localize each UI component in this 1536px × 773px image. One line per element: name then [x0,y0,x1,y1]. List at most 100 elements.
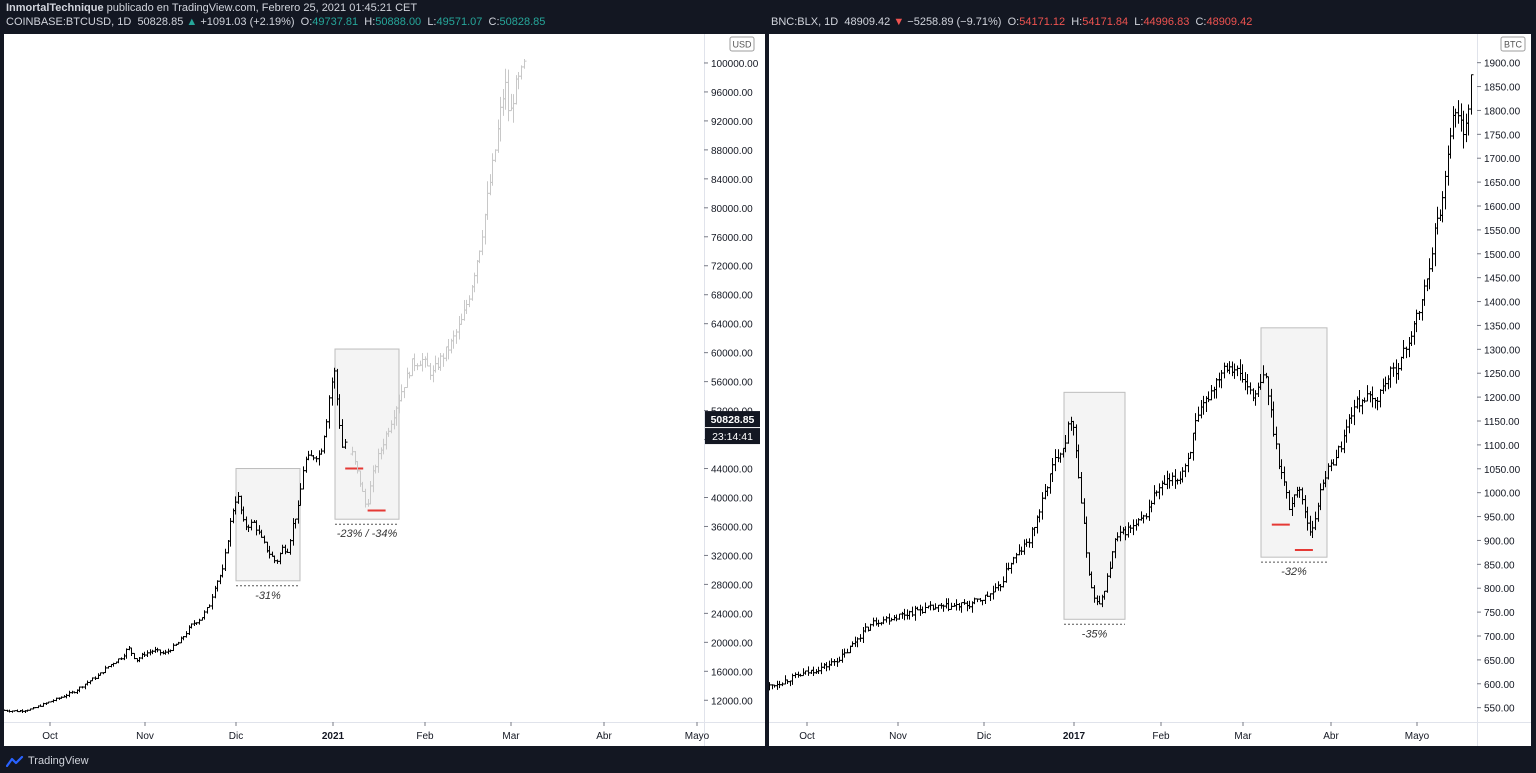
time-axis-label: Feb [416,731,434,742]
price-axis-label: 80000.00 [711,204,753,215]
left-close: 50828.85 [499,16,546,28]
price-axis-label: 750.00 [1484,608,1515,619]
price-axis-label: 16000.00 [711,667,753,678]
chart-background [769,34,1531,746]
countdown-label: 23:14:41 [712,431,753,443]
price-axis-label: 700.00 [1484,632,1515,643]
price-axis-label: 800.00 [1484,584,1515,595]
price-axis-label: 1150.00 [1484,417,1520,428]
drawdown-box[interactable] [1260,327,1328,558]
left-low-label: L: [427,16,437,28]
right-high-label: H: [1071,16,1083,28]
left-quote-line: COINBASE:BTCUSD, 1D 50828.85 ▲ +1091.03 … [6,16,545,28]
left-change: +1091.03 (+2.19%) [200,16,295,28]
price-axis-label: 1350.00 [1484,321,1521,332]
blx-chart[interactable]: -35% -32% 550.00 600.00 650.00 700.00 750.00 80… [769,34,1531,746]
left-open-label: O: [300,16,313,28]
time-axis-label: Mayo [685,731,710,742]
author-name[interactable]: InmortalTechnique [6,2,104,14]
time-axis-label: 2017 [1063,731,1086,742]
price-axis-label: 92000.00 [711,117,753,128]
footer-bar: TradingView [0,750,1536,773]
time-axis-label: Dic [229,731,243,742]
price-axis-label: 56000.00 [711,378,753,389]
price-axis-label: 1800.00 [1484,106,1521,117]
blx-chart-panel[interactable]: -35% -32% 550.00 600.00 650.00 700.00 750.00 80… [769,34,1531,746]
price-axis-label: 100000.00 [711,59,759,70]
right-close: 48909.42 [1206,16,1253,28]
price-axis-label: 600.00 [1484,680,1515,691]
publish-line: publicado en TradingView.com, Febrero 25… [106,2,418,14]
price-axis-label: 1100.00 [1484,441,1520,452]
left-high-label: H: [364,16,376,28]
price-axis-label: 1450.00 [1484,274,1521,285]
price-axis-label: 84000.00 [711,175,753,186]
btcusd-chart[interactable]: -31% -23% / -34% 12000.00 16000.00 20000.00 2… [4,34,765,746]
last-price-label: 50828.85 [711,414,755,426]
price-axis-label: 1850.00 [1484,83,1521,94]
price-axis-label: 28000.00 [711,580,753,591]
price-axis-label: 32000.00 [711,551,753,562]
price-axis-label: 72000.00 [711,262,753,273]
price-axis-label: 60000.00 [711,349,753,360]
currency-unit-badge[interactable] [1500,36,1526,52]
currency-unit-label: BTC [1504,40,1523,50]
currency-unit-badge[interactable] [729,36,755,52]
price-axis-label: 850.00 [1484,560,1515,571]
left-open: 49737.81 [312,16,359,28]
price-axis-label: 950.00 [1484,513,1515,524]
tradingview-brand[interactable]: TradingView [6,755,89,767]
price-axis-label: 1200.00 [1484,393,1521,404]
btcusd-chart-panel[interactable]: -31% -23% / -34% 12000.00 16000.00 20000.00 2… [4,34,765,746]
right-symbol[interactable]: BNC:BLX, 1D [771,16,839,28]
drawdown-box[interactable] [334,348,400,520]
price-axis-label: 1650.00 [1484,178,1521,189]
tradingview-logo-icon [6,755,24,767]
right-last-price: 48909.42 [844,16,891,28]
price-axis-label: 40000.00 [711,493,753,504]
price-axis-label: 24000.00 [711,609,753,620]
price-axis-label: 1250.00 [1484,369,1521,380]
drawdown-box[interactable] [1063,391,1126,620]
publish-info: InmortalTechnique publicado en TradingVi… [6,2,417,14]
time-axis-label: Mar [1234,731,1252,742]
price-axis-label: 12000.00 [711,696,753,707]
drawdown-label: -35% [1082,628,1108,640]
price-axis-label: 44000.00 [711,465,753,476]
time-axis-label: Nov [889,731,907,742]
time-axis-label: Oct [42,731,58,742]
right-quote-line: BNC:BLX, 1D 48909.42 ▼ −5258.89 (−9.71%)… [771,16,1252,28]
price-axis-label: 1550.00 [1484,226,1521,237]
drawdown-label: -32% [1281,566,1307,578]
left-last-price: 50828.85 [137,16,184,28]
price-axis-label: 64000.00 [711,320,753,331]
price-axis-label: 1050.00 [1484,465,1521,476]
left-symbol[interactable]: COINBASE:BTCUSD, 1D [6,16,132,28]
price-axis-label: 1000.00 [1484,489,1521,500]
drawdown-box[interactable] [235,468,301,582]
right-high: 54171.84 [1082,16,1129,28]
left-low: 49571.07 [436,16,483,28]
drawdown-label: -23% / -34% [337,528,398,540]
last-price-tag[interactable] [705,411,760,428]
price-axis-label: 1500.00 [1484,250,1521,261]
time-axis-label: Mayo [1405,731,1430,742]
price-axis-label: 1300.00 [1484,345,1521,356]
time-axis-label: Oct [799,731,815,742]
up-arrow-icon: ▲ [186,16,198,28]
right-open-label: O: [1007,16,1020,28]
time-axis-label: Abr [1323,731,1339,742]
price-axis-label: 76000.00 [711,233,753,244]
drawdown-label: -31% [255,590,281,602]
left-close-label: C: [488,16,500,28]
right-low-label: L: [1134,16,1144,28]
currency-unit-label: USD [732,40,752,50]
time-axis-label: Mar [502,731,520,742]
price-axis-label: 1700.00 [1484,154,1521,165]
time-axis-label: Dic [977,731,991,742]
header-bar: InmortalTechnique publicado en TradingVi… [0,0,1536,32]
price-axis-label: 1400.00 [1484,298,1521,309]
time-axis-label: Feb [1152,731,1170,742]
time-axis-label: 2021 [322,731,345,742]
price-axis-label: 20000.00 [711,638,753,649]
